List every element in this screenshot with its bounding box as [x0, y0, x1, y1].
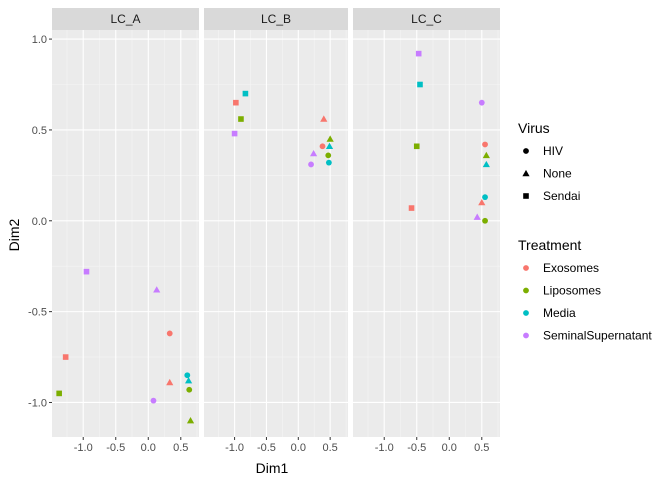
legend-label-treatment: SeminalSupernatant — [543, 329, 652, 343]
data-point — [184, 372, 191, 379]
legend-label-treatment: Exosomes — [543, 261, 599, 275]
legend-key-hiv — [523, 148, 529, 154]
data-point — [319, 143, 326, 150]
data-point — [308, 161, 314, 168]
data-point — [325, 159, 332, 166]
x-tick-label: -0.5 — [106, 442, 125, 454]
data-point — [238, 116, 244, 122]
x-axis-title: Dim1 — [256, 460, 289, 476]
panel-background — [204, 30, 348, 437]
facet-strip-label: LC_B — [261, 12, 291, 26]
legend-key-exosomes — [523, 265, 529, 271]
y-tick-label: 0.5 — [32, 125, 47, 137]
x-tick-label: 0.0 — [442, 442, 457, 454]
x-tick-label: 0.0 — [141, 442, 156, 454]
data-point — [478, 199, 486, 206]
x-tick-label: -0.5 — [257, 442, 276, 454]
facet-panel-lc-c: LC_C — [353, 8, 500, 437]
data-point — [415, 50, 422, 57]
legend-key-seminalsupernatant — [523, 332, 529, 339]
legend-label-virus: HIV — [543, 144, 563, 158]
data-point — [56, 390, 62, 397]
data-point — [186, 417, 195, 424]
data-point — [231, 130, 238, 137]
legend-label-virus: Sendai — [543, 189, 580, 203]
data-point — [325, 142, 334, 149]
data-point — [242, 90, 249, 97]
legend-label-treatment: Liposomes — [543, 284, 601, 298]
x-tick-label: 0.5 — [474, 442, 489, 454]
data-point — [153, 286, 161, 293]
legend-label-virus: None — [543, 167, 572, 181]
data-point — [150, 397, 157, 404]
y-tick-label: -0.5 — [28, 307, 47, 319]
panel-background — [353, 30, 500, 437]
legend-label-treatment: Media — [543, 306, 576, 320]
data-point — [482, 141, 488, 148]
legend-title-virus: Virus — [518, 120, 550, 136]
data-point — [166, 378, 174, 386]
x-axis: -1.0 -0.5 0.0 0.5 -1.0 -0.5 0.0 0.5 -1.0 -0.5 0.0 0… — [74, 437, 489, 454]
facet-strip — [204, 8, 348, 30]
legend-key-none — [522, 169, 530, 177]
facet-strip-label: LC_A — [110, 12, 140, 26]
legend-title-treatment: Treatment — [518, 237, 581, 253]
y-tick-label: -1.0 — [28, 397, 47, 409]
legend-key-liposomes — [523, 287, 529, 294]
y-axis: -1.0 -0.5 0.0 0.5 1.0 — [28, 34, 52, 409]
data-point — [166, 330, 173, 337]
x-tick-label: 0.5 — [173, 442, 188, 454]
data-point — [326, 135, 334, 142]
data-point — [413, 143, 420, 150]
facet-strip — [353, 8, 500, 30]
x-tick-label: -0.5 — [407, 442, 426, 454]
x-tick-label: -1.0 — [74, 442, 93, 454]
facet-strip — [52, 8, 199, 30]
legend-key-media — [523, 310, 529, 316]
x-tick-label: 0.0 — [291, 442, 306, 454]
data-point — [62, 354, 69, 360]
y-axis-title: Dim2 — [6, 218, 22, 251]
y-tick-label: 1.0 — [32, 34, 47, 46]
facet-panel-lc-a: LC_A — [52, 8, 199, 437]
facet-strip-label: LC_C — [411, 12, 442, 26]
data-point — [83, 268, 90, 275]
data-point — [325, 152, 332, 159]
data-point — [482, 194, 488, 201]
facet-panel-lc-b: LC_B — [204, 8, 348, 437]
data-point — [482, 160, 490, 168]
legend: Virus HIV None Sendai Treatment Exosomes Lipos… — [518, 120, 652, 343]
data-point — [417, 81, 423, 88]
data-point — [309, 149, 318, 157]
data-point — [482, 217, 488, 224]
x-tick-label: -1.0 — [225, 442, 244, 454]
data-point — [320, 115, 328, 122]
data-point — [478, 99, 485, 106]
data-point — [184, 377, 193, 384]
x-tick-label: -1.0 — [375, 442, 394, 454]
data-point — [473, 213, 481, 220]
y-tick-label: 0.0 — [32, 216, 47, 228]
x-tick-label: 0.5 — [323, 442, 338, 454]
data-point — [408, 205, 415, 211]
panel-background — [52, 30, 199, 437]
data-point — [233, 99, 239, 106]
data-point — [482, 151, 490, 159]
facet-panels: LC_A LC_B LC_C — [52, 8, 500, 437]
data-point — [186, 386, 193, 393]
legend-key-sendai — [523, 193, 529, 199]
